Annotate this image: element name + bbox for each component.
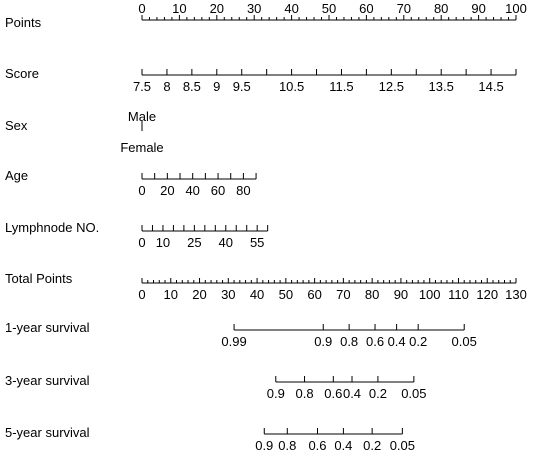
tick-label: 0.4 xyxy=(388,334,406,349)
tick-label: 20 xyxy=(160,183,174,198)
tick-label: 0 xyxy=(138,1,145,16)
tick-label: 60 xyxy=(307,287,321,302)
axis-title-3-year-survival: 3-year survival xyxy=(5,373,90,388)
tick-label: 40 xyxy=(284,1,298,16)
category-label-male: Male xyxy=(128,109,156,124)
tick-label: 0.2 xyxy=(409,334,427,349)
tick-label: 110 xyxy=(448,287,469,302)
axis-title-age: Age xyxy=(5,168,28,183)
tick-label: 0.9 xyxy=(314,334,332,349)
tick-label: 0.9 xyxy=(267,386,285,401)
tick-label: 0.6 xyxy=(366,334,384,349)
tick-label: 90 xyxy=(471,1,485,16)
tick-label: 12.5 xyxy=(379,79,404,94)
axis-title-total-points: Total Points xyxy=(5,271,73,286)
tick-label: 0.05 xyxy=(390,438,415,453)
tick-label: 0.4 xyxy=(334,438,352,453)
axis-title-points: Points xyxy=(5,15,42,30)
tick-label: 20 xyxy=(192,287,206,302)
category-label-female: Female xyxy=(120,140,163,155)
tick-label: 55 xyxy=(250,235,264,250)
tick-label: 25 xyxy=(187,235,201,250)
tick-label: 80 xyxy=(434,1,448,16)
tick-label: 10 xyxy=(156,235,170,250)
tick-label: 40 xyxy=(250,287,264,302)
tick-label: 7.5 xyxy=(133,79,151,94)
tick-label: 20 xyxy=(210,1,224,16)
tick-label: 10.5 xyxy=(279,79,304,94)
tick-label: 130 xyxy=(505,287,527,302)
tick-label: 8.5 xyxy=(183,79,201,94)
axis-title-1-year-survival: 1-year survival xyxy=(5,320,90,335)
tick-label: 13.5 xyxy=(429,79,454,94)
tick-label: 9 xyxy=(213,79,220,94)
tick-label: 0.9 xyxy=(255,438,273,453)
tick-label: 80 xyxy=(236,183,250,198)
tick-label: 0.2 xyxy=(363,438,381,453)
tick-label: 50 xyxy=(322,1,336,16)
tick-label: 10 xyxy=(164,287,178,302)
tick-label: 0.8 xyxy=(296,386,314,401)
tick-label: 0 xyxy=(138,183,145,198)
tick-label: 70 xyxy=(336,287,350,302)
tick-label: 8 xyxy=(163,79,170,94)
tick-label: 80 xyxy=(365,287,379,302)
tick-label: 10 xyxy=(172,1,186,16)
tick-label: 90 xyxy=(394,287,408,302)
tick-label: 60 xyxy=(359,1,373,16)
tick-label: 0.6 xyxy=(324,386,342,401)
tick-label: 11.5 xyxy=(329,79,353,94)
tick-label: 0.2 xyxy=(369,386,387,401)
axis-title-sex: Sex xyxy=(5,118,28,133)
tick-label: 40 xyxy=(185,183,199,198)
tick-label: 100 xyxy=(419,287,441,302)
axis-title-score: Score xyxy=(5,66,39,81)
tick-label: 30 xyxy=(221,287,235,302)
tick-label: 120 xyxy=(476,287,498,302)
tick-label: 0.8 xyxy=(340,334,358,349)
tick-label: 0 xyxy=(138,235,145,250)
tick-label: 0.05 xyxy=(401,386,426,401)
axis-title-5-year-survival: 5-year survival xyxy=(5,425,90,440)
tick-label: 14.5 xyxy=(478,79,503,94)
tick-label: 0.6 xyxy=(308,438,326,453)
tick-label: 70 xyxy=(397,1,411,16)
tick-label: 40 xyxy=(219,235,233,250)
tick-label: 100 xyxy=(505,1,527,16)
tick-label: 9.5 xyxy=(233,79,251,94)
axis-title-lymphnode-no: Lymphnode NO. xyxy=(5,220,99,235)
tick-label: 0.05 xyxy=(452,334,477,349)
tick-label: 0.99 xyxy=(221,334,246,349)
tick-label: 0.4 xyxy=(343,386,361,401)
tick-label: 0 xyxy=(138,287,145,302)
tick-label: 50 xyxy=(279,287,293,302)
tick-label: 60 xyxy=(211,183,225,198)
tick-label: 0.8 xyxy=(278,438,296,453)
tick-label: 30 xyxy=(247,1,261,16)
